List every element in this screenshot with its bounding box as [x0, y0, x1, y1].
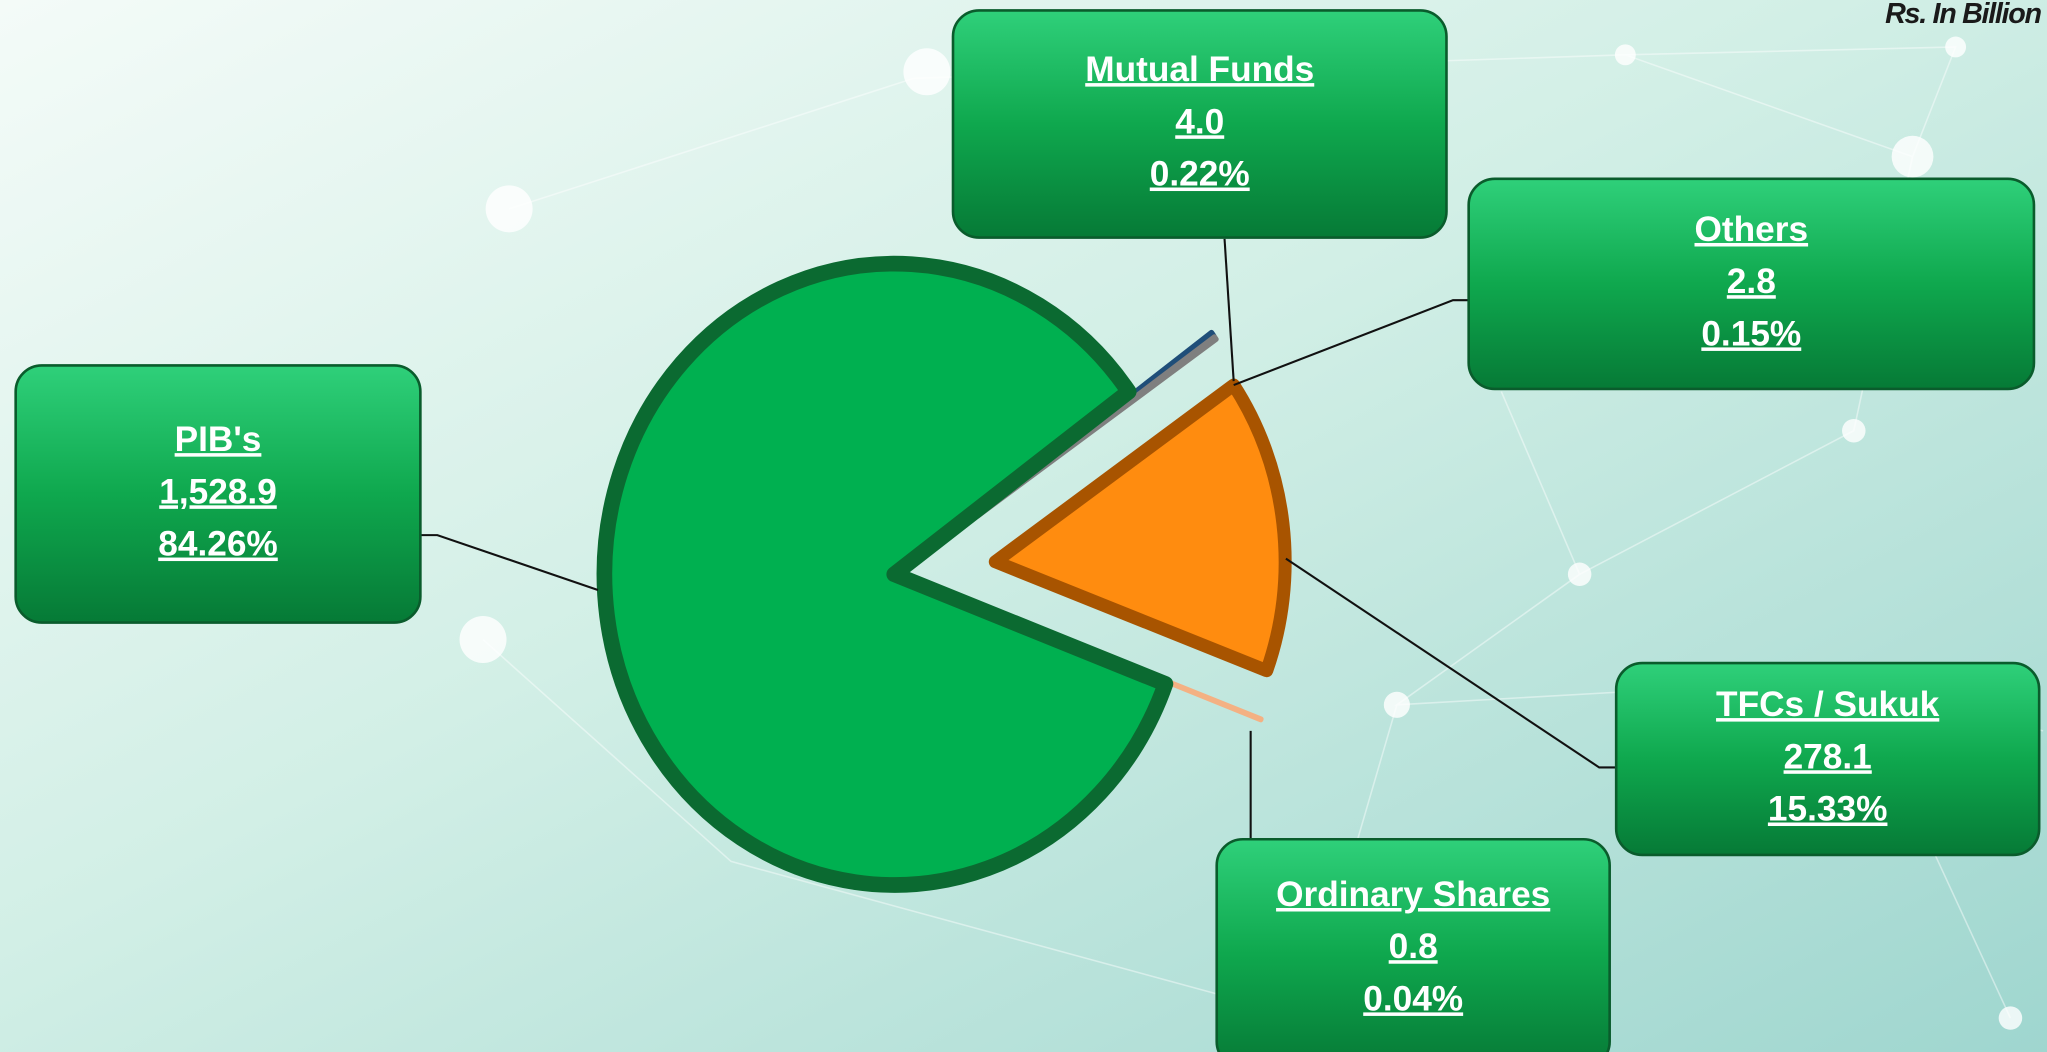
percent-label: 0.04%	[1363, 979, 1463, 1018]
amount-label: 4.0	[1175, 102, 1224, 141]
callout-box	[1215, 837, 1611, 1052]
percent-label: 84.26%	[158, 525, 278, 564]
amount-label: 1,528.9	[159, 472, 277, 511]
category-label: Others	[1695, 210, 1809, 249]
leader-line	[1223, 238, 1235, 382]
unit-label: Rs. In Billion	[1885, 0, 2041, 30]
callout-box	[951, 9, 1448, 239]
network-nodes	[459, 36, 2023, 1030]
category-label: Mutual Funds	[1085, 50, 1314, 89]
callout-box	[14, 364, 422, 624]
category-label: PIB's	[175, 420, 262, 459]
percent-label: 0.15%	[1701, 314, 1801, 353]
amount-label: 278.1	[1784, 737, 1872, 776]
callout-box	[1467, 177, 2036, 391]
category-label: Ordinary Shares	[1276, 875, 1550, 914]
pie-slice	[988, 378, 1292, 678]
pie-slice	[596, 255, 1174, 893]
percent-label: 15.33%	[1768, 790, 1888, 829]
category-label: TFCs / Sukuk	[1716, 685, 1940, 724]
pie	[596, 255, 1292, 893]
percent-label: 0.22%	[1150, 155, 1250, 194]
amount-label: 2.8	[1727, 262, 1776, 301]
amount-label: 0.8	[1389, 927, 1438, 966]
leader-line	[1285, 557, 1617, 769]
callout-box	[1614, 661, 2041, 857]
leader-line	[1233, 299, 1469, 387]
leader-line	[420, 534, 599, 591]
